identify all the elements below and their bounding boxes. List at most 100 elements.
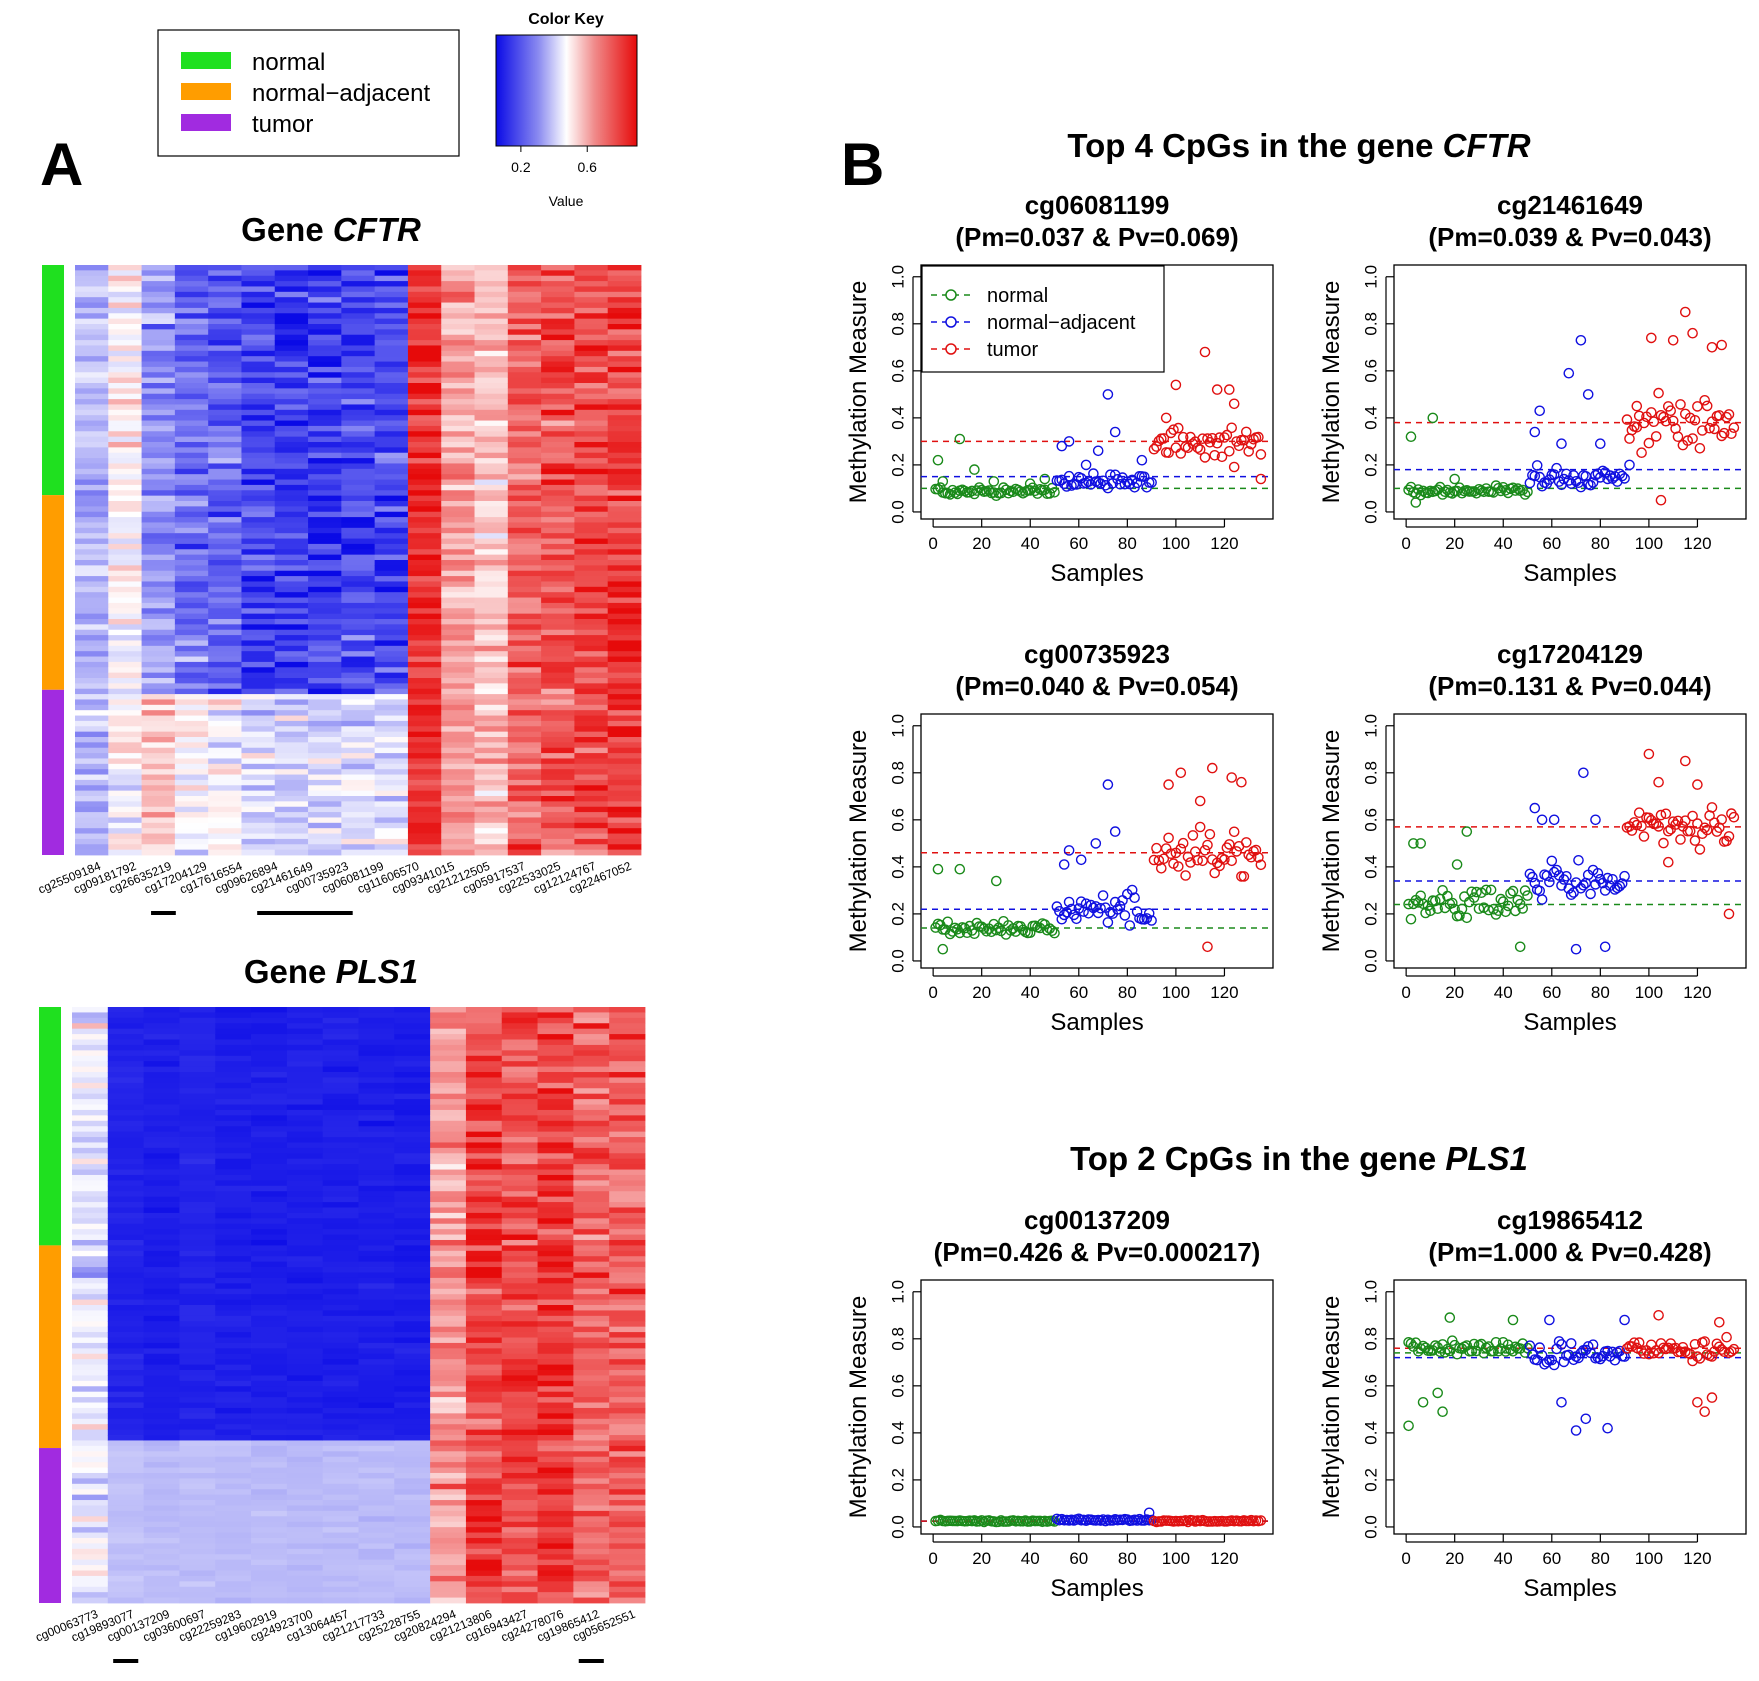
heatmap-cell <box>215 1467 252 1474</box>
heatmap-cell <box>573 1207 610 1214</box>
heatmap-cell <box>573 1212 610 1219</box>
heatmap-cell <box>108 554 142 561</box>
heatmap-cell <box>573 1191 610 1198</box>
heatmap-cell <box>607 608 642 615</box>
heatmap-cell <box>141 549 176 556</box>
heatmap-cell <box>141 635 176 641</box>
heatmap-column <box>208 265 242 856</box>
heatmap-cell <box>374 286 409 293</box>
data-point-normal-adjacent <box>1553 1336 1565 1347</box>
heatmap-cell <box>108 796 142 802</box>
heatmap-cell <box>394 1012 431 1019</box>
heatmap-cell <box>75 324 109 330</box>
heatmap-cell <box>174 742 209 749</box>
data-point-normal-adjacent <box>1524 868 1536 880</box>
heatmap-cell <box>374 565 409 572</box>
heatmap-cell <box>507 844 542 851</box>
heatmap-cell <box>179 1153 216 1160</box>
data-point-normal <box>1519 489 1531 500</box>
heatmap-cell <box>607 667 642 674</box>
heatmap-cell <box>537 1137 574 1143</box>
heatmap-cell <box>474 554 509 561</box>
heatmap-cell <box>465 1370 503 1376</box>
heatmap-cell <box>341 726 376 733</box>
heatmap-cell <box>407 522 442 529</box>
heatmap-cell <box>574 270 609 277</box>
heatmap-cell <box>407 796 442 802</box>
heatmap-cell <box>430 1543 467 1550</box>
x-tick-label: 120 <box>1683 534 1711 553</box>
heatmap-cell <box>407 785 442 792</box>
heatmap-cell <box>358 1196 395 1203</box>
heatmap-cell <box>179 1093 216 1100</box>
heatmap-cell <box>358 1223 395 1230</box>
heatmap-cell <box>108 297 142 303</box>
heatmap-cell <box>537 1435 574 1441</box>
heatmap-cell <box>465 1321 503 1328</box>
heatmap-cell <box>607 527 642 534</box>
heatmap-cell <box>609 1099 646 1105</box>
heatmap-cell <box>274 849 309 856</box>
heatmap-cell <box>507 383 542 389</box>
heatmap-cell <box>274 683 309 690</box>
heatmap-cell <box>241 377 276 384</box>
heatmap-cell <box>441 533 475 539</box>
heatmap-cell <box>441 570 475 577</box>
heatmap-cell <box>574 785 609 792</box>
heatmap-cell <box>507 425 542 432</box>
heatmap-cell <box>374 699 409 706</box>
heatmap-cell <box>441 506 475 513</box>
data-point-normal-adjacent <box>1531 460 1543 471</box>
heatmap-cell <box>208 366 242 373</box>
heatmap-cell <box>286 1554 324 1561</box>
heatmap-cell <box>108 576 142 582</box>
heatmap-cell <box>174 393 209 400</box>
heatmap-cell <box>441 683 475 690</box>
heatmap-cell <box>501 1283 538 1290</box>
heatmap-cell <box>541 715 575 722</box>
heatmap-cell <box>609 1277 646 1284</box>
heatmap-cell <box>573 1147 610 1154</box>
heatmap-cell <box>208 479 242 486</box>
heatmap-cell <box>308 769 342 775</box>
heatmap-cell <box>441 704 475 711</box>
data-point-tumor <box>1667 415 1679 427</box>
heatmap-cell <box>208 597 242 604</box>
heatmap-cell <box>407 404 442 411</box>
data-point-tumor <box>1728 811 1740 823</box>
heatmap-cell <box>474 779 509 786</box>
heatmap-cell <box>541 297 575 303</box>
heatmap-cell <box>407 313 442 320</box>
heatmap-cell <box>143 1267 180 1273</box>
heatmap-cell <box>574 399 609 405</box>
heatmap-cell <box>108 667 142 674</box>
heatmap-cell <box>251 1223 288 1230</box>
heatmap-cell <box>274 340 309 346</box>
heatmap-cell <box>241 586 276 593</box>
heatmap-cell <box>441 468 475 475</box>
heatmap-cell <box>75 667 109 674</box>
heatmap-cell <box>537 1294 574 1300</box>
data-point-normal-adjacent <box>1582 1341 1594 1352</box>
heatmap-cell <box>507 656 542 663</box>
heatmap-cell <box>75 527 109 534</box>
heatmap-cell <box>407 672 442 679</box>
heatmap-cell <box>394 1435 431 1441</box>
data-point-tumor <box>1228 398 1240 410</box>
heatmap-cell <box>179 1169 216 1176</box>
data-point-normal-adjacent <box>1548 814 1560 826</box>
heatmap-cell <box>394 1305 431 1311</box>
heatmap-cell <box>274 651 309 657</box>
heatmap-cell <box>430 1202 467 1208</box>
heatmap-cell <box>537 1185 574 1192</box>
heatmap-cell <box>537 1164 574 1170</box>
heatmap-cell <box>501 1044 538 1051</box>
heatmap-cell <box>143 1364 180 1371</box>
heatmap-cell <box>274 302 309 309</box>
heatmap-cell <box>541 554 575 561</box>
heatmap-cell <box>72 1332 109 1338</box>
heatmap-cell <box>607 613 642 620</box>
heatmap-cell <box>441 366 475 373</box>
heatmap-cell <box>308 570 342 577</box>
data-point-tumor <box>1716 339 1727 351</box>
